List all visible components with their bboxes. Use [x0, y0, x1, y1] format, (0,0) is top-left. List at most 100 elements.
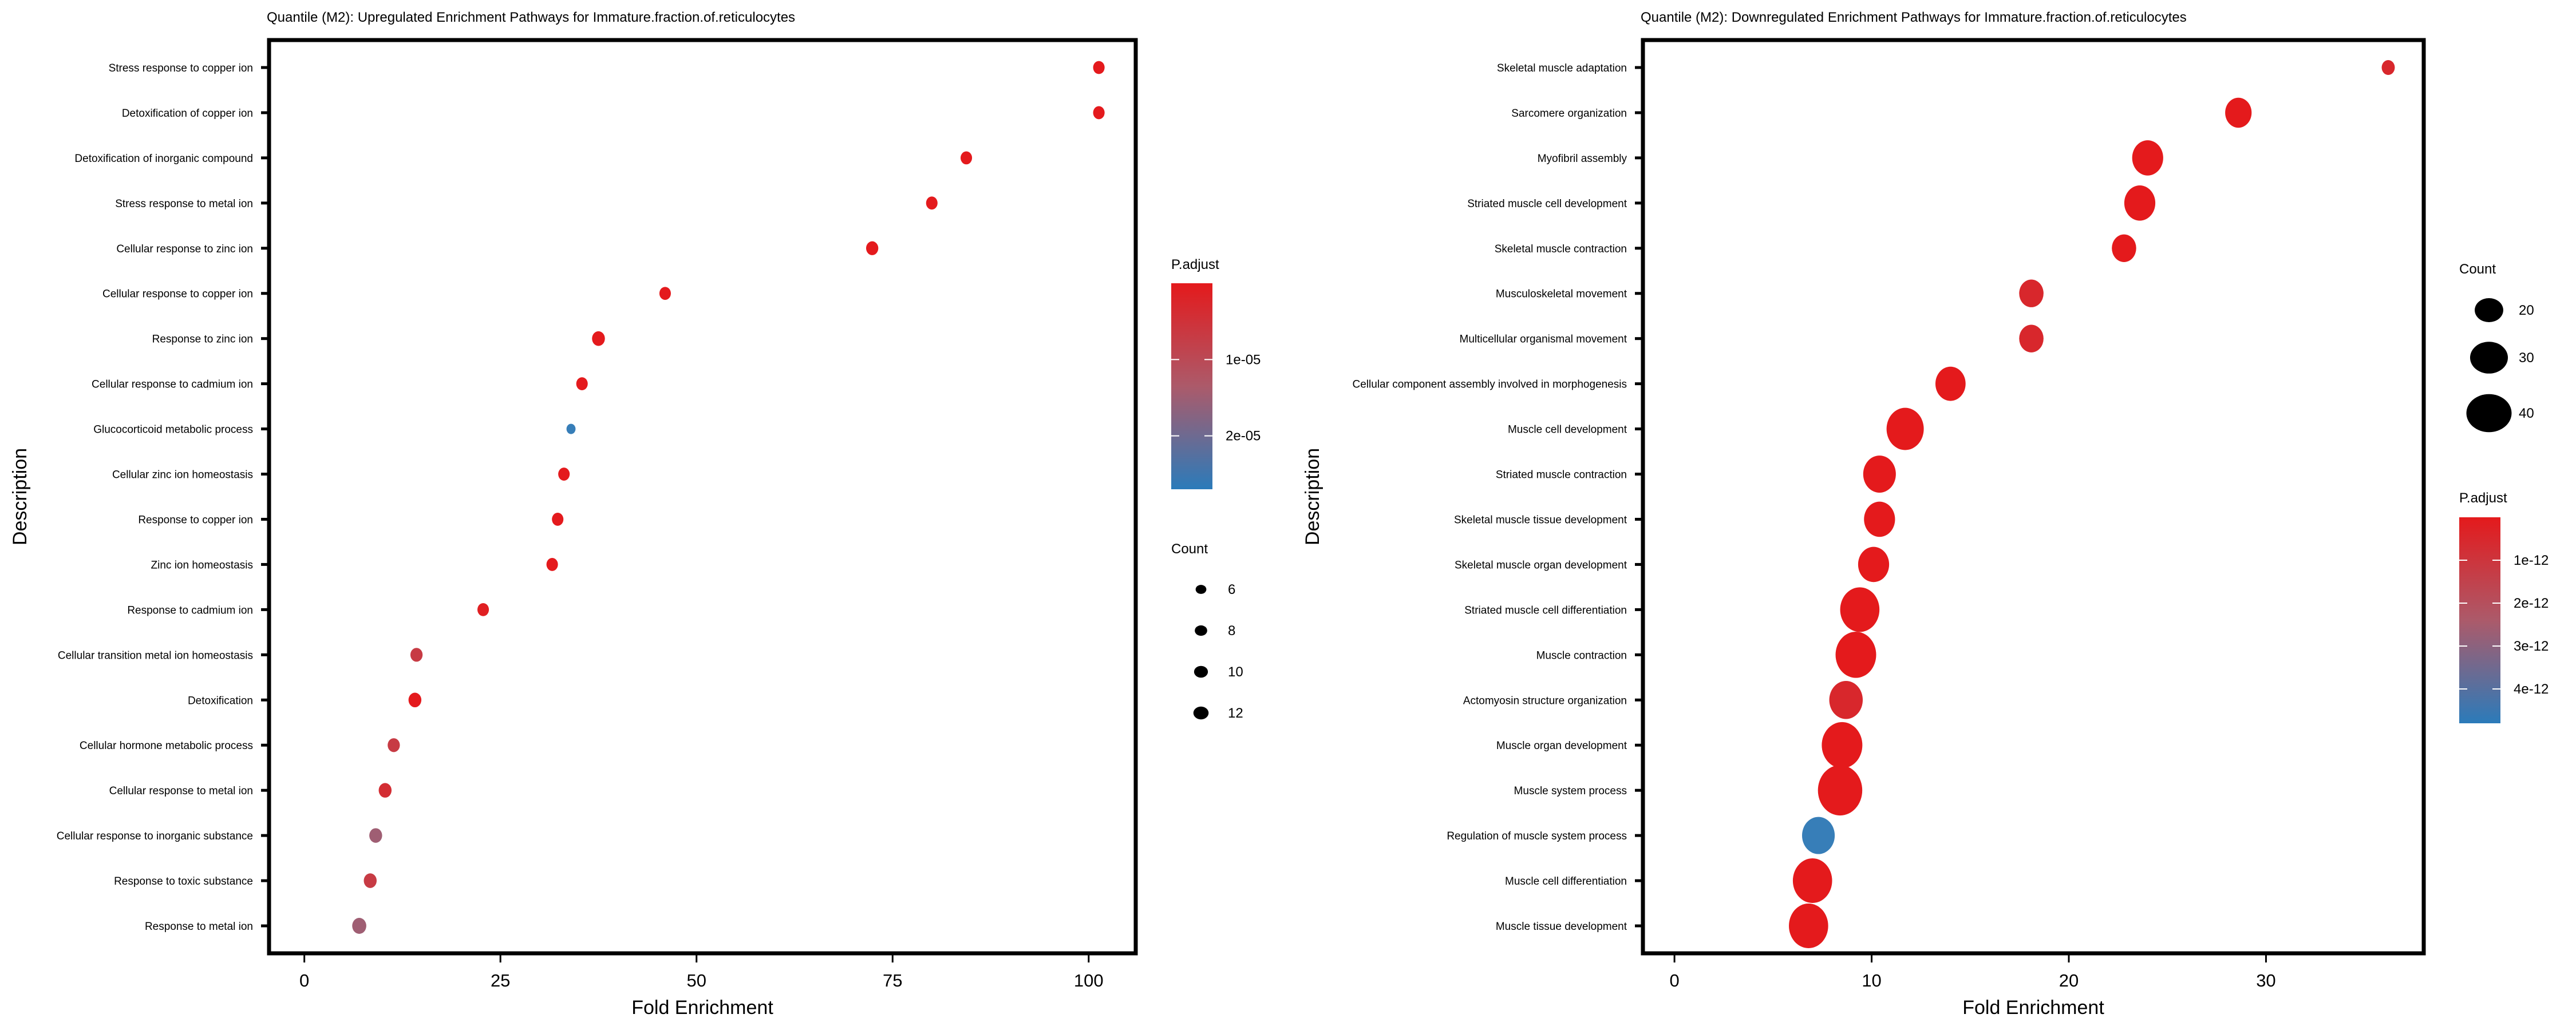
y-tick-label: Actomyosin structure organization	[1463, 695, 1627, 707]
left-x-axis-title: Fold Enrichment	[631, 997, 773, 1019]
left-chart-title: Quantile (M2): Upregulated Enrichment Pa…	[267, 10, 795, 25]
y-tick-label: Detoxification of inorganic compound	[74, 153, 253, 165]
y-tick-label: Response to zinc ion	[152, 334, 253, 346]
right-size-legend-title: Count	[2459, 262, 2496, 277]
y-tick-label: Muscle organ development	[1496, 740, 1627, 752]
y-tick-label: Regulation of muscle system process	[1447, 830, 1627, 842]
y-tick-label: Glucocorticoid metabolic process	[93, 424, 253, 436]
x-tick-label: 75	[883, 970, 902, 991]
data-point	[592, 331, 605, 346]
left-points	[352, 61, 1105, 934]
y-tick-label: Skeletal muscle adaptation	[1497, 62, 1627, 74]
y-tick-label: Muscle tissue development	[1496, 921, 1627, 933]
data-point	[1093, 61, 1105, 74]
data-point	[546, 558, 558, 571]
y-tick-label: Response to copper ion	[138, 514, 253, 526]
y-tick-label: Striated muscle cell differentiation	[1464, 604, 1627, 616]
y-tick-label: Skeletal muscle contraction	[1495, 243, 1627, 255]
data-point	[576, 377, 588, 391]
y-tick-label: Stress response to metal ion	[115, 198, 253, 210]
y-tick-label: Musculoskeletal movement	[1496, 288, 1627, 300]
right-x-axis: 0 10 20 30	[1669, 953, 2276, 991]
right-x-axis-title: Fold Enrichment	[1962, 997, 2104, 1019]
size-legend-label: 40	[2519, 406, 2534, 421]
y-tick-label: Response to metal ion	[145, 921, 253, 933]
x-tick-label: 25	[491, 970, 510, 991]
data-point	[558, 468, 570, 481]
left-size-legend-title: Count	[1171, 541, 1208, 557]
y-tick-label: Cellular response to cadmium ion	[92, 379, 253, 391]
size-legend-label: 8	[1228, 623, 1235, 639]
y-tick-label: Muscle contraction	[1536, 649, 1627, 661]
y-tick-label: Muscle system process	[1514, 785, 1627, 797]
data-point	[2124, 185, 2156, 221]
left-x-axis: 0 25 50 75 100	[299, 953, 1104, 991]
left-y-axis: Stress response to copper ion Detoxificat…	[57, 62, 269, 933]
data-point	[1792, 858, 1832, 904]
right-panel: Quantile (M2): Downregulated Enrichment …	[1302, 10, 2549, 1019]
data-point	[866, 241, 879, 255]
y-tick-label: Cellular component assembly involved in …	[1353, 379, 1627, 391]
data-point	[926, 196, 938, 210]
right-y-axis: Skeletal muscle adaptation Sarcomere orga…	[1353, 62, 1643, 933]
data-point	[2112, 234, 2136, 262]
data-point	[2019, 279, 2044, 307]
data-point	[1935, 366, 1966, 401]
y-tick-label: Cellular zinc ion homeostasis	[112, 469, 253, 481]
y-tick-label: Muscle cell development	[1508, 424, 1627, 436]
colorbar-tick-label: 1e-05	[1226, 352, 1261, 367]
right-y-axis-title: Description	[1302, 448, 1323, 545]
right-chart-title: Quantile (M2): Downregulated Enrichment …	[1641, 10, 2187, 25]
y-tick-label: Detoxification of copper ion	[122, 108, 253, 120]
data-point	[552, 513, 564, 526]
colorbar-tick-label: 1e-12	[2514, 553, 2549, 568]
data-point	[1886, 407, 1924, 450]
data-point	[2225, 97, 2252, 128]
y-tick-label: Skeletal muscle tissue development	[1454, 514, 1627, 526]
size-legend-key	[1193, 706, 1209, 720]
data-point	[1858, 546, 1890, 583]
size-legend-label: 20	[2519, 303, 2534, 318]
y-tick-label: Stress response to copper ion	[109, 62, 253, 74]
colorbar-tick-label: 2e-12	[2514, 596, 2549, 611]
data-point	[1789, 904, 1828, 948]
size-legend-key	[1194, 665, 1208, 678]
size-legend-label: 10	[1228, 664, 1243, 680]
data-point	[369, 828, 382, 843]
data-point	[659, 287, 671, 300]
y-tick-label: Sarcomere organization	[1511, 108, 1627, 120]
x-tick-label: 50	[686, 970, 706, 991]
y-tick-label: Zinc ion homeostasis	[151, 559, 253, 571]
right-colorbar	[2459, 517, 2500, 723]
x-tick-label: 0	[299, 970, 309, 991]
left-panel: Quantile (M2): Upregulated Enrichment Pa…	[9, 10, 1261, 1019]
data-point	[410, 648, 423, 662]
colorbar-tick-label: 3e-12	[2514, 639, 2549, 654]
left-color-legend: P.adjust 1e-05 2e-05	[1171, 257, 1261, 489]
left-plot-frame	[267, 38, 1138, 956]
size-legend-key	[2470, 342, 2508, 374]
left-color-legend-title: P.adjust	[1171, 257, 1219, 272]
y-tick-label: Detoxification	[188, 695, 253, 707]
data-point	[1835, 632, 1876, 678]
data-point	[1818, 765, 1863, 816]
data-point	[477, 603, 489, 616]
size-legend-key	[1195, 585, 1207, 594]
data-point	[2381, 60, 2395, 75]
right-color-legend-title: P.adjust	[2459, 490, 2507, 506]
x-tick-label: 30	[2256, 970, 2275, 991]
data-point	[388, 738, 400, 752]
x-tick-label: 100	[1074, 970, 1104, 991]
y-tick-label: Skeletal muscle organ development	[1455, 559, 1627, 571]
data-point	[364, 873, 377, 888]
data-point	[352, 918, 366, 934]
y-tick-label: Cellular response to zinc ion	[116, 243, 253, 255]
y-tick-label: Muscle cell differentiation	[1505, 876, 1627, 888]
y-tick-label: Cellular response to inorganic substance	[57, 830, 253, 842]
left-y-axis-title: Description	[9, 448, 31, 545]
y-tick-label: Myofibril assembly	[1538, 153, 1627, 165]
size-legend-key	[1195, 625, 1207, 636]
data-point	[1864, 501, 1895, 537]
data-point	[1863, 455, 1896, 493]
